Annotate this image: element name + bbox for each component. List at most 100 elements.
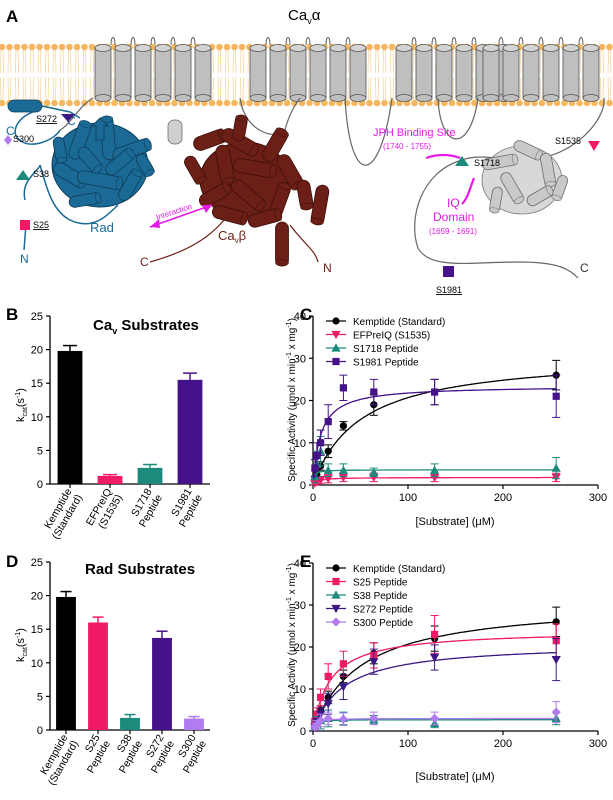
data-point xyxy=(324,672,332,680)
cavb-grey-helix xyxy=(167,119,183,145)
rad-helix-cap xyxy=(131,168,143,178)
lipid-head-bottom xyxy=(373,99,381,107)
lipid-head-bottom xyxy=(561,99,568,107)
extracellular-loop xyxy=(265,37,271,46)
lipid-head-bottom xyxy=(321,99,328,107)
extracellular-loop xyxy=(170,37,176,46)
bar xyxy=(88,622,108,730)
lipid-head-bottom xyxy=(43,99,51,107)
y-tick-label: 0 xyxy=(37,479,43,491)
y-tick-label: 20 xyxy=(294,396,306,408)
data-point xyxy=(317,693,325,701)
extracellular-loop xyxy=(305,37,311,46)
y-tick-label: 0 xyxy=(37,725,43,737)
lipid-tail xyxy=(37,49,42,101)
lipid-head-top xyxy=(6,43,13,51)
lipid-head-bottom xyxy=(223,99,231,107)
lipid-head-bottom xyxy=(471,99,478,107)
helix-bottom-cap xyxy=(329,94,347,102)
lipid-head-bottom xyxy=(381,99,388,107)
data-point xyxy=(551,463,561,472)
data-point xyxy=(331,617,341,627)
cavb-helix xyxy=(310,184,330,226)
y-tick-label: 0 xyxy=(300,480,306,492)
rad-c-terminus-left: C xyxy=(6,124,15,138)
x-tick-label: Kemptide(Standard) xyxy=(35,732,81,787)
helix-top-cap xyxy=(329,44,347,52)
rad-c-helix xyxy=(7,99,43,113)
lipid-tail xyxy=(22,49,27,101)
chart-e-ylabel: Specific Activity (μmol x min-1 x mg-1) xyxy=(286,563,298,727)
chart-c-ylabel: Specific Activity (μmol x min-1 x mg-1) xyxy=(286,318,298,482)
rad-linker xyxy=(41,105,81,119)
data-point xyxy=(430,473,440,482)
lipid-tail xyxy=(382,49,387,101)
s300-label: S300 xyxy=(13,134,34,144)
lipid-head-top xyxy=(21,43,28,51)
jph-range-label: (1740 - 1755) xyxy=(383,142,431,151)
legend-label: S1981 Peptide xyxy=(353,358,419,369)
lipid-tail xyxy=(375,49,379,101)
transmembrane-helix xyxy=(94,47,112,99)
transmembrane-helix xyxy=(482,47,500,99)
lipid-head-top xyxy=(388,43,396,51)
rad-helix xyxy=(118,168,143,201)
cavb-helix xyxy=(247,207,283,228)
helix-bottom-cap xyxy=(309,94,327,102)
data-point xyxy=(324,418,332,426)
lipid-tail xyxy=(60,49,64,101)
bar xyxy=(97,475,123,484)
chart-d-title: Rad Substrates xyxy=(85,561,195,578)
helix-top-cap xyxy=(562,44,580,52)
chart-e-xlabel: [Substrate] (μM) xyxy=(415,771,494,783)
extracellular-loop xyxy=(498,37,504,46)
lipid-head-top xyxy=(13,43,21,51)
lipid-tail xyxy=(75,49,79,101)
extracellular-loop xyxy=(285,37,291,46)
lipid-tail xyxy=(90,49,94,101)
lipid-tail xyxy=(15,49,19,101)
extracellular-loop xyxy=(325,37,331,46)
s300-marker xyxy=(4,135,12,145)
cava-transmembrane-helices xyxy=(94,37,600,102)
data-point xyxy=(323,475,333,484)
data-point xyxy=(369,658,379,667)
ctd-helix xyxy=(540,152,557,188)
ctd-helix-body xyxy=(540,152,556,188)
chart-b-title: Cav Substrates xyxy=(93,317,199,336)
x-tick-label: 300 xyxy=(589,492,607,504)
lipid-head-top xyxy=(73,43,81,51)
y-tick-label: 15 xyxy=(31,378,43,390)
helix-bottom-cap xyxy=(249,94,267,102)
helix-bottom-cap xyxy=(114,94,132,102)
lipid-head-bottom xyxy=(186,99,193,107)
helix-top-cap xyxy=(154,44,172,52)
helix-bottom-cap xyxy=(435,94,453,102)
rad-helix xyxy=(135,153,155,177)
x-tick-label: S272Peptide xyxy=(138,732,177,775)
helix-top-cap xyxy=(134,44,152,52)
y-tick-label: 30 xyxy=(294,600,306,612)
panel-d-letter: D xyxy=(6,552,18,571)
lipid-head-bottom xyxy=(366,99,373,107)
bar xyxy=(184,718,204,730)
cava-label: Cavα xyxy=(288,7,321,26)
panel-a-diagram: A Cavα xyxy=(0,7,613,295)
x-tick-label: 100 xyxy=(399,492,417,504)
extracellular-loop xyxy=(518,37,524,46)
transmembrane-helix xyxy=(269,47,287,99)
lipid-tail xyxy=(225,49,229,101)
lipid-tail xyxy=(412,49,417,101)
data-point xyxy=(332,317,340,325)
lipid-head-bottom xyxy=(231,99,238,107)
helix-bottom-cap xyxy=(415,94,433,102)
data-point xyxy=(430,653,440,663)
rad-helix xyxy=(52,136,68,164)
ctd-helix xyxy=(481,153,519,171)
data-point xyxy=(369,467,379,476)
lipid-head-bottom xyxy=(411,99,418,107)
lipid-head-top xyxy=(43,43,51,51)
s1535-label: S1535 xyxy=(555,136,581,146)
s25-marker xyxy=(20,220,30,230)
